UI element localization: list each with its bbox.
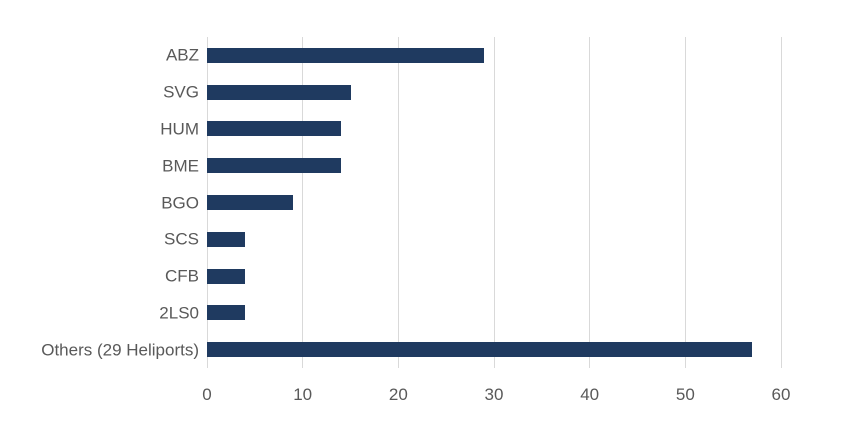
- x-tick-label-0: 0: [202, 385, 212, 404]
- bar-hum: [207, 121, 341, 137]
- x-tick-label-50: 50: [675, 385, 695, 404]
- x-tick-label-30: 30: [484, 385, 504, 404]
- x-tick-label-40: 40: [580, 385, 600, 404]
- bar-svg: [207, 84, 351, 100]
- plot-area: [206, 37, 782, 368]
- bar-others-29-heliports-: [207, 342, 753, 358]
- bar-abz: [207, 47, 485, 63]
- bar-bme: [207, 158, 341, 174]
- gridline-x-60: [780, 37, 782, 368]
- gridline-x-50: [684, 37, 686, 368]
- category-label-svg: SVG: [163, 82, 199, 102]
- gridline-x-30: [493, 37, 495, 368]
- category-label-abz: ABZ: [165, 45, 199, 65]
- bar-2ls0: [207, 305, 246, 321]
- x-tick-label-60: 60: [771, 385, 791, 404]
- bar-bgo: [207, 195, 294, 210]
- category-label-scs: SCS: [164, 229, 199, 249]
- category-label-hum: HUM: [160, 119, 199, 139]
- category-label-bme: BME: [162, 156, 199, 176]
- bar-scs: [207, 231, 246, 247]
- x-tick-label-20: 20: [388, 385, 408, 404]
- category-label-2ls0: 2LS0: [159, 303, 199, 323]
- gridline-x-20: [397, 37, 399, 368]
- category-label-others-29-heliports-: Others (29 Heliports): [41, 340, 199, 360]
- bar-cfb: [207, 268, 246, 284]
- gridline-x-10: [302, 37, 304, 368]
- category-label-cfb: CFB: [165, 266, 199, 286]
- gridline-x-40: [589, 37, 591, 368]
- category-label-bgo: BGO: [161, 193, 199, 212]
- x-tick-label-10: 10: [293, 385, 313, 404]
- y-axis-category-labels: ABZ SVG HUM BME BGO SCS CFB 2LS0 Others (29 Heli…: [0, 37, 199, 368]
- x-axis-tick-labels: 0 10 20 30 40 50 60: [202, 385, 790, 406]
